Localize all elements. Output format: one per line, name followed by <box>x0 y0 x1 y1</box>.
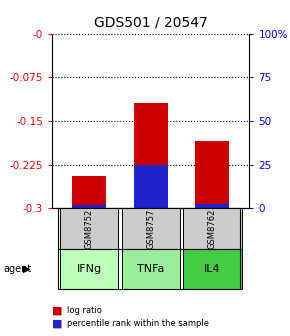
Bar <box>122 208 180 249</box>
Bar <box>195 141 229 208</box>
Bar <box>183 208 242 249</box>
Text: ▶: ▶ <box>23 264 31 274</box>
Bar <box>134 103 168 208</box>
Bar <box>134 165 168 208</box>
Title: GDS501 / 20547: GDS501 / 20547 <box>94 16 208 30</box>
Bar <box>183 249 242 289</box>
Bar <box>60 249 118 289</box>
Text: ■: ■ <box>52 318 63 328</box>
Text: IL4: IL4 <box>204 264 221 274</box>
Text: TNFa: TNFa <box>137 264 164 274</box>
Text: agent: agent <box>3 264 31 274</box>
Bar <box>60 208 118 249</box>
Bar <box>72 176 106 208</box>
Bar <box>195 204 229 208</box>
Text: GSM8752: GSM8752 <box>85 208 94 249</box>
Bar <box>72 205 106 208</box>
Text: GSM8762: GSM8762 <box>208 208 217 249</box>
Text: IFNg: IFNg <box>77 264 102 274</box>
Text: log ratio: log ratio <box>67 306 102 315</box>
Text: percentile rank within the sample: percentile rank within the sample <box>67 319 209 328</box>
Bar <box>122 249 180 289</box>
Text: GSM8757: GSM8757 <box>146 208 155 249</box>
Text: ■: ■ <box>52 306 63 316</box>
